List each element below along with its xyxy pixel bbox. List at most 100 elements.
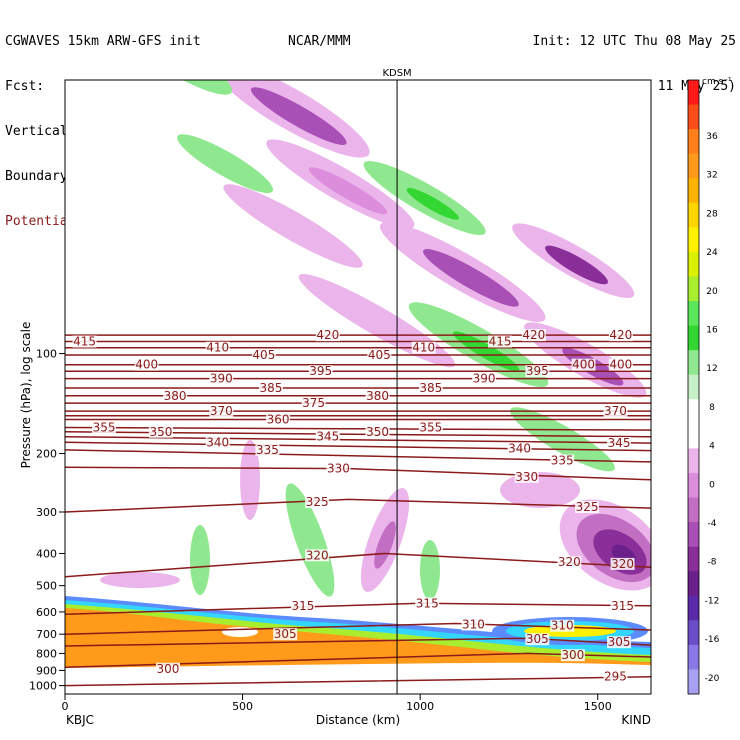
- theta-label-bg: [418, 421, 443, 434]
- theta-label-text: 345: [608, 436, 631, 450]
- colorbar-label: 0: [709, 480, 715, 490]
- theta-label-bg: [521, 329, 546, 342]
- theta-label-bg: [608, 358, 633, 371]
- theta-label-text: 355: [93, 421, 116, 435]
- theta-label-bg: [305, 496, 330, 509]
- colorbar-label: 24: [706, 248, 718, 258]
- theta-label-bg: [415, 597, 440, 610]
- theta-label-text: 415: [73, 335, 96, 349]
- colorbar-swatch: [688, 301, 699, 327]
- y-tick-label: 400: [36, 547, 57, 560]
- theta-label-bg: [560, 649, 585, 662]
- theta-label-text: 370: [604, 404, 627, 418]
- velocity-cell: [374, 521, 396, 569]
- theta-label-text: 320: [611, 557, 634, 571]
- theta-label: 345: [607, 436, 632, 450]
- theta-label: 325: [305, 495, 330, 509]
- theta-label: 340: [205, 435, 230, 449]
- theta-label: 345: [315, 430, 340, 444]
- theta-label: 340: [507, 441, 532, 455]
- theta-label-text: 385: [260, 381, 283, 395]
- y-tick-label: 800: [36, 647, 57, 660]
- theta-label: 420: [315, 328, 340, 342]
- theta-label-bg: [610, 599, 635, 612]
- potential-temperature-contours: [65, 334, 651, 687]
- velocity-cell: [545, 245, 608, 285]
- theta-label: 305: [273, 627, 298, 641]
- theta-label-text: 360: [267, 413, 290, 427]
- theta-contour-310: [65, 622, 651, 635]
- theta-label: 320: [610, 557, 635, 571]
- theta-label-text: 315: [416, 596, 439, 610]
- theta-label-text: 405: [368, 348, 391, 362]
- theta-label-text: 330: [327, 462, 350, 476]
- velocity-cell: [100, 572, 180, 588]
- theta-label-bg: [557, 556, 582, 569]
- theta-label-text: 410: [206, 341, 229, 355]
- colorbar-swatch: [688, 448, 699, 474]
- colorbar-swatch: [688, 227, 699, 253]
- theta-label: 420: [608, 328, 633, 342]
- theta-label-bg: [603, 405, 628, 418]
- theta-label-bg: [205, 341, 230, 354]
- theta-label-bg: [514, 470, 539, 483]
- y-tick-label: 300: [36, 506, 57, 519]
- theta-label: 355: [418, 421, 443, 435]
- colorbar-label: 36: [706, 132, 718, 142]
- y-tick-label: 600: [36, 606, 57, 619]
- theta-label-bg: [155, 662, 180, 675]
- y-tick-label: 500: [36, 580, 57, 593]
- colorbar-swatch: [688, 472, 699, 499]
- theta-label-bg: [305, 549, 330, 562]
- x-axis: 0 500 1000 1500: [62, 694, 612, 713]
- velocity-cell: [285, 483, 335, 597]
- colorbar-label: 4: [709, 442, 715, 452]
- colorbar-swatch: [688, 202, 699, 228]
- colorbar-label: 12: [706, 364, 717, 374]
- theta-label-text: 420: [609, 328, 632, 342]
- colorbar-unit: cm s⁻¹: [702, 77, 732, 87]
- colorbar-swatch: [688, 178, 699, 204]
- theta-label-bg: [365, 425, 390, 438]
- velocity-cell: [423, 249, 519, 307]
- theta-label-bg: [575, 501, 600, 514]
- theta-label-bg: [603, 670, 628, 683]
- theta-label: 400: [134, 358, 159, 372]
- theta-label-bg: [315, 329, 340, 342]
- theta-label-bg: [418, 382, 443, 395]
- colorbar-swatch: [688, 129, 699, 155]
- theta-label-bg: [266, 413, 291, 426]
- theta-label: 380: [163, 389, 188, 403]
- theta-label: 390: [209, 372, 234, 386]
- theta-label-text: 400: [135, 358, 158, 372]
- x-tick-label: 500: [232, 700, 253, 713]
- agency-label: NCAR/MMM: [288, 34, 351, 49]
- theta-label-text: 400: [609, 358, 632, 372]
- colorbar-label: -20: [705, 674, 720, 684]
- theta-label: 310: [461, 618, 486, 632]
- theta-label-text: 345: [316, 430, 339, 444]
- colorbar-swatch: [688, 374, 699, 400]
- theta-label: 400: [571, 358, 596, 372]
- theta-label-text: 300: [561, 648, 584, 662]
- theta-label-bg: [258, 382, 283, 395]
- theta-label-text: 335: [256, 443, 279, 457]
- colorbar-swatch: [688, 251, 699, 277]
- theta-label-bg: [273, 628, 298, 641]
- theta-label-text: 305: [526, 632, 549, 646]
- theta-label-bg: [72, 335, 97, 348]
- theta-label-bg: [472, 372, 497, 385]
- x-axis-label: Distance (km): [316, 713, 400, 727]
- theta-label: 380: [365, 389, 390, 403]
- theta-label-bg: [550, 619, 575, 632]
- theta-label: 315: [610, 599, 635, 613]
- theta-contour-300: [65, 652, 651, 668]
- theta-label-bg: [255, 443, 280, 456]
- theta-label-bg: [610, 557, 635, 570]
- velocity-cell: [240, 440, 260, 520]
- theta-label: 415: [488, 335, 513, 349]
- theta-label-text: 380: [164, 389, 187, 403]
- velocity-cell: [203, 10, 278, 64]
- theta-label-text: 390: [473, 372, 496, 386]
